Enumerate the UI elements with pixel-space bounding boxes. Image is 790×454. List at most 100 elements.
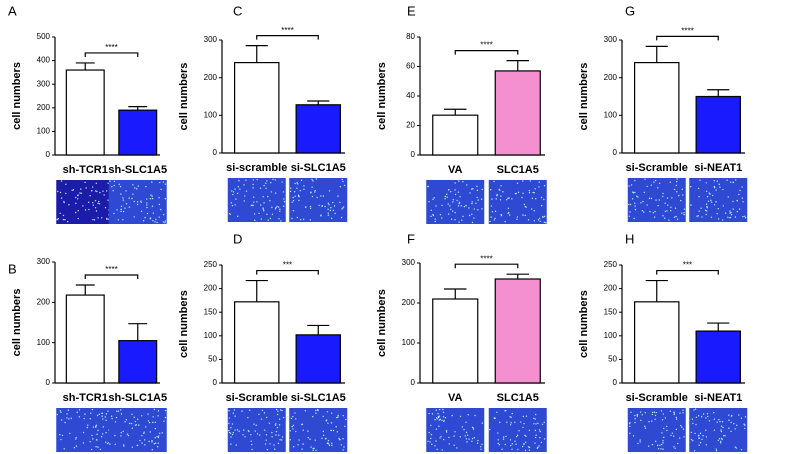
cell-dot [274, 208, 277, 210]
y-tick-label: 200 [604, 73, 618, 82]
cell-dot [699, 432, 702, 435]
cell-dot [516, 216, 519, 218]
cell-dot [468, 214, 471, 217]
cell-dot [92, 426, 95, 428]
cell-dot [473, 437, 476, 439]
cell-dot [729, 210, 731, 212]
cell-dot [141, 442, 143, 444]
cell-dot [539, 220, 541, 222]
cell-dot [634, 421, 636, 424]
cell-dot [270, 181, 272, 184]
cell-dot [78, 409, 81, 411]
cell-dot [434, 220, 436, 223]
cell-dot [291, 425, 293, 428]
cell-dot [275, 423, 277, 425]
cell-dot [278, 434, 280, 436]
cell-dot [297, 444, 299, 446]
cell-dot [505, 409, 507, 412]
cell-dot [443, 420, 445, 423]
cell-dot [528, 446, 531, 449]
cell-dot [722, 426, 724, 429]
cell-dot [728, 419, 730, 421]
cell-dot [151, 449, 154, 451]
y-tick-label: 500 [37, 32, 51, 41]
cell-dot [524, 434, 526, 437]
cell-dot [133, 216, 135, 218]
cell-dot [338, 437, 340, 440]
cell-dot [275, 206, 277, 209]
cell-dot [719, 420, 721, 423]
cell-dot [642, 200, 644, 203]
cell-dot [116, 209, 118, 211]
cell-dot [454, 211, 456, 214]
cell-dot [154, 221, 156, 223]
cell-dot [229, 432, 232, 434]
cell-dot [744, 215, 746, 217]
cell-dot [342, 414, 344, 417]
cell-dot [499, 421, 501, 424]
y-tick-label: 200 [204, 284, 218, 293]
y-axis-label: cell numbers [376, 62, 388, 130]
cell-dot [673, 216, 676, 218]
bar [118, 109, 158, 156]
cell-dot [705, 417, 707, 419]
cell-dot [705, 190, 708, 192]
cell-dot [538, 429, 541, 431]
cell-dot [250, 204, 253, 207]
cell-dot [131, 427, 134, 429]
cell-dot [465, 438, 468, 440]
cell-dot [151, 441, 153, 443]
cell-dot [718, 183, 720, 186]
cell-dot [496, 193, 498, 196]
cell-dot [105, 431, 107, 434]
cell-dot [159, 181, 161, 184]
cell-dot [634, 179, 636, 182]
cell-dot [95, 210, 98, 212]
cell-dot [650, 197, 653, 200]
cell-dot [521, 445, 524, 448]
cell-dot [705, 213, 707, 216]
cell-dot [62, 218, 65, 221]
cell-dot [448, 443, 450, 445]
cell-dot [332, 429, 335, 432]
significance-bracket [256, 35, 319, 40]
cell-dot [489, 428, 491, 431]
y-tick-label: 200 [37, 103, 51, 112]
cell-dot [92, 204, 95, 206]
cell-dot [300, 179, 303, 182]
cell-dot [533, 191, 535, 194]
cell-dot [252, 179, 255, 181]
cell-dot [145, 426, 147, 428]
cell-dot [279, 210, 281, 212]
x-tick-label: si-Scramble [626, 162, 688, 174]
cell-dot [304, 410, 307, 412]
cell-dot [342, 207, 344, 209]
cell-dot [533, 423, 535, 425]
cell-dot [315, 449, 317, 452]
cell-dot [699, 441, 702, 444]
cell-dot [694, 408, 697, 410]
cell-dot [713, 180, 715, 182]
cell-dot [698, 437, 700, 439]
cell-dot [104, 206, 107, 209]
cell-dot [439, 418, 442, 421]
cell-dot [265, 182, 267, 184]
y-tick-label: 0 [613, 148, 618, 157]
cell-dot [435, 417, 438, 419]
cell-dot [493, 180, 495, 183]
cell-dot [669, 181, 672, 183]
cell-dot [510, 416, 512, 419]
cell-dot [238, 430, 240, 432]
cell-dot [289, 439, 291, 441]
cell-dot [263, 210, 265, 212]
cell-dot [337, 414, 339, 417]
cell-dot [57, 190, 59, 193]
cell-dot [317, 409, 319, 412]
cell-dot [514, 421, 516, 423]
cell-dot [510, 444, 512, 447]
cell-dot [448, 436, 450, 439]
cell-dot [454, 431, 456, 433]
cell-dot [471, 221, 474, 224]
cell-dot [648, 197, 651, 200]
cell-dot [339, 438, 341, 441]
